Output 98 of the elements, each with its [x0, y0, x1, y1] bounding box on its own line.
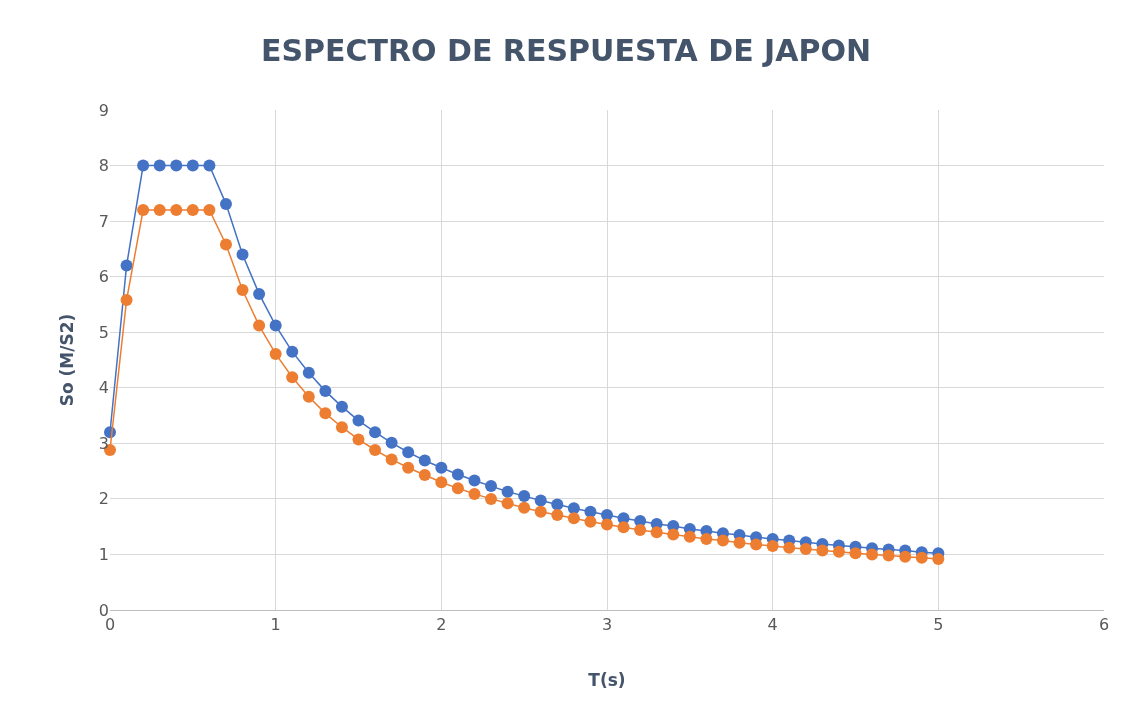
point — [352, 433, 365, 446]
point — [120, 294, 133, 306]
point — [385, 453, 398, 466]
point — [534, 505, 547, 518]
point — [153, 204, 166, 216]
point — [137, 204, 150, 216]
point — [286, 345, 299, 358]
point — [518, 501, 531, 514]
point — [236, 248, 249, 261]
point — [783, 541, 796, 554]
point — [286, 371, 299, 384]
point — [203, 204, 216, 216]
x-axis-title: T(s) — [588, 669, 626, 690]
point — [733, 536, 746, 549]
point — [832, 545, 845, 558]
y-tick-label: 2 — [98, 489, 109, 509]
point — [186, 159, 199, 172]
y-axis-title: So (M/S2) — [57, 313, 78, 407]
point — [302, 390, 315, 403]
point — [501, 485, 514, 498]
x-tick-label: 2 — [436, 615, 447, 635]
point — [253, 319, 266, 332]
point — [584, 505, 597, 518]
point — [899, 550, 912, 563]
x-tick-label: 4 — [767, 615, 778, 635]
y-tick-label: 3 — [98, 433, 109, 453]
point — [468, 487, 481, 500]
point — [667, 528, 680, 541]
point — [518, 490, 531, 503]
point — [302, 366, 315, 379]
y-tick-label: 9 — [98, 100, 109, 120]
point — [716, 534, 729, 547]
point — [418, 454, 431, 467]
point — [551, 498, 564, 511]
point — [319, 385, 332, 398]
point — [335, 421, 348, 434]
point — [402, 461, 415, 474]
point — [385, 436, 398, 449]
point — [451, 468, 464, 481]
point — [170, 159, 183, 172]
point — [269, 319, 282, 332]
x-tick-label: 5 — [933, 615, 944, 635]
point — [485, 492, 498, 505]
point — [402, 446, 415, 459]
point — [451, 482, 464, 495]
point — [534, 494, 547, 507]
point — [816, 544, 829, 557]
y-tick-label: 5 — [98, 322, 109, 342]
point — [634, 524, 647, 536]
point — [866, 548, 879, 561]
point — [219, 238, 232, 251]
y-tick-label: 1 — [98, 545, 109, 565]
point — [932, 552, 945, 565]
point — [203, 159, 216, 172]
point — [435, 476, 448, 489]
point — [617, 521, 630, 534]
point — [369, 444, 382, 456]
point — [153, 159, 166, 172]
point — [601, 518, 613, 531]
point — [601, 509, 613, 521]
point — [750, 538, 763, 551]
x-tick-label: 3 — [601, 615, 613, 635]
point — [485, 480, 498, 493]
chart-title: ESPECTRO DE RESPUESTA DE JAPON — [260, 33, 872, 69]
point — [567, 502, 580, 515]
point — [468, 474, 481, 487]
point — [120, 259, 133, 272]
point — [186, 204, 199, 216]
point — [584, 515, 597, 528]
x-tick-label: 1 — [270, 615, 281, 635]
point — [219, 197, 232, 210]
point — [567, 512, 580, 525]
point — [501, 497, 514, 510]
y-tick-label: 4 — [98, 378, 109, 398]
point — [799, 542, 812, 555]
point — [253, 287, 266, 300]
y-tick-label: 8 — [98, 156, 109, 176]
point — [650, 526, 663, 539]
point — [269, 347, 282, 360]
point — [849, 547, 862, 560]
point — [352, 414, 365, 427]
point — [335, 400, 348, 413]
point — [236, 284, 249, 296]
x-tick-label: 6 — [1098, 615, 1110, 635]
y-tick-label: 6 — [98, 267, 109, 287]
point — [369, 426, 382, 439]
point — [683, 530, 696, 543]
point — [435, 461, 448, 474]
point — [319, 407, 332, 420]
point — [915, 551, 928, 564]
point — [137, 159, 150, 172]
point — [700, 532, 713, 545]
point — [882, 549, 895, 562]
point — [551, 509, 564, 521]
point — [418, 469, 431, 481]
y-tick-label: 7 — [98, 211, 109, 231]
point — [170, 204, 183, 216]
point — [766, 540, 779, 553]
